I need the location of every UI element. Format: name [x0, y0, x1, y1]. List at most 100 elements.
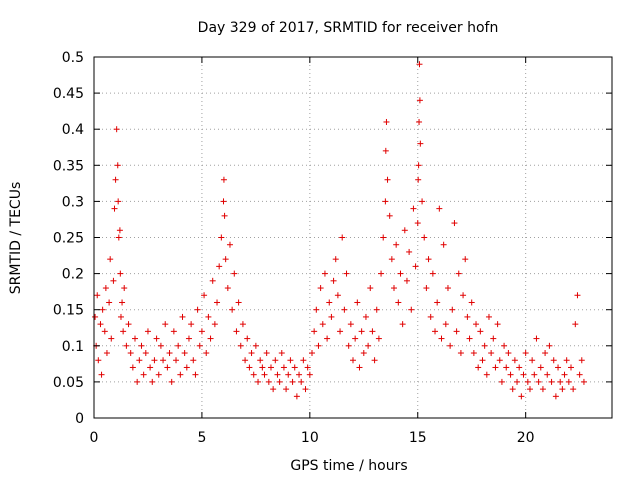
data-point — [492, 364, 499, 371]
data-point — [115, 234, 122, 241]
data-point — [383, 118, 390, 125]
data-point — [561, 371, 568, 378]
data-point — [406, 248, 413, 255]
data-point — [160, 357, 167, 364]
data-point — [518, 393, 525, 400]
data-point — [214, 299, 221, 306]
data-point — [302, 386, 309, 393]
data-point — [371, 357, 378, 364]
data-point — [473, 321, 480, 328]
data-point — [179, 313, 186, 320]
data-point — [222, 256, 229, 263]
data-point — [373, 306, 380, 313]
data-point — [270, 386, 277, 393]
data-point — [440, 241, 447, 248]
data-point — [416, 61, 423, 68]
y-tick-label: 0.3 — [62, 194, 84, 210]
data-point — [362, 313, 369, 320]
y-tick-label: 0.05 — [53, 375, 84, 391]
data-point — [239, 321, 246, 328]
data-point — [220, 198, 227, 205]
data-point — [267, 364, 274, 371]
data-point — [367, 285, 374, 292]
data-point — [101, 328, 108, 335]
data-point — [108, 335, 115, 342]
data-point — [153, 335, 160, 342]
data-point — [164, 364, 171, 371]
data-point — [276, 378, 283, 385]
data-point — [103, 350, 110, 357]
data-point — [507, 371, 514, 378]
data-point — [97, 321, 104, 328]
data-point — [531, 371, 538, 378]
data-point — [233, 328, 240, 335]
data-point — [291, 364, 298, 371]
y-tick-label: 0.15 — [53, 303, 84, 319]
data-point — [285, 371, 292, 378]
x-tick-label: 15 — [409, 430, 427, 446]
data-point — [102, 285, 109, 292]
data-point — [477, 328, 484, 335]
data-point — [136, 357, 143, 364]
data-point — [185, 335, 192, 342]
data-point — [300, 357, 307, 364]
data-point — [123, 342, 130, 349]
data-point — [265, 378, 272, 385]
data-point — [95, 357, 102, 364]
data-point — [442, 321, 449, 328]
data-point — [248, 350, 255, 357]
data-point — [339, 234, 346, 241]
data-point — [142, 350, 149, 357]
data-point — [382, 198, 389, 205]
data-point — [257, 357, 264, 364]
data-point — [188, 321, 195, 328]
data-point — [99, 306, 106, 313]
data-point — [211, 321, 218, 328]
data-point — [272, 357, 279, 364]
data-point — [315, 342, 322, 349]
data-point — [183, 364, 190, 371]
data-point — [421, 234, 428, 241]
y-tick-label: 0.2 — [62, 267, 84, 283]
data-point — [190, 357, 197, 364]
data-point — [481, 342, 488, 349]
y-tick-label: 0 — [75, 411, 84, 427]
data-point — [250, 371, 257, 378]
data-point — [395, 299, 402, 306]
data-point — [129, 364, 136, 371]
data-point — [119, 299, 126, 306]
data-point — [365, 342, 372, 349]
data-point — [231, 270, 238, 277]
data-point — [408, 306, 415, 313]
data-point — [224, 285, 231, 292]
data-point — [181, 350, 188, 357]
data-point — [427, 313, 434, 320]
data-point — [337, 328, 344, 335]
data-point — [168, 378, 175, 385]
data-point — [464, 313, 471, 320]
data-point — [175, 342, 182, 349]
data-point — [229, 306, 236, 313]
data-point — [132, 335, 139, 342]
data-point — [369, 328, 376, 335]
data-point — [332, 256, 339, 263]
x-tick-label: 5 — [197, 430, 206, 446]
data-point — [155, 371, 162, 378]
data-point — [345, 342, 352, 349]
y-tick-label: 0.4 — [62, 122, 84, 138]
data-point — [173, 357, 180, 364]
data-point — [328, 313, 335, 320]
data-point — [388, 256, 395, 263]
data-point — [306, 371, 313, 378]
data-point — [555, 364, 562, 371]
data-point — [216, 263, 223, 270]
y-tick-label: 0.45 — [53, 86, 84, 102]
data-point — [544, 371, 551, 378]
data-point — [552, 393, 559, 400]
data-point — [559, 386, 566, 393]
data-point — [423, 285, 430, 292]
data-point — [386, 212, 393, 219]
x-axis-title: GPS time / hours — [290, 458, 407, 474]
data-point — [334, 292, 341, 299]
